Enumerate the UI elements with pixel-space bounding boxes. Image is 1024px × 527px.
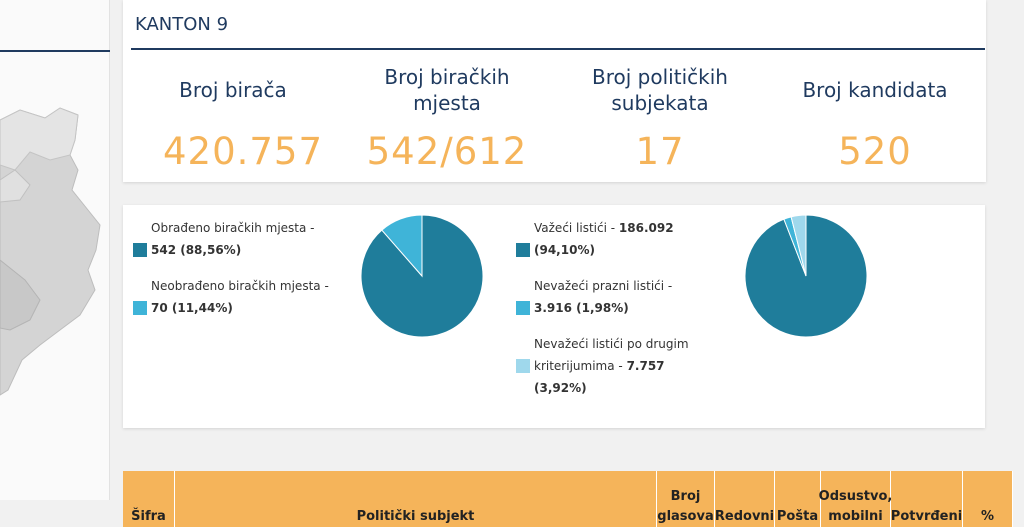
pie1-legend: Obrađeno biračkih mjesta - 542 (88,56%) …	[133, 217, 348, 333]
col-header-code[interactable]: Šifra	[123, 471, 175, 527]
legend-value: 3.916 (1,98%)	[534, 301, 629, 315]
stat-polling-stations: Broj biračkih mjesta 542/612	[359, 62, 535, 173]
stat-candidates-label: Broj kandidata	[802, 78, 948, 102]
legend-value: 542 (88,56%)	[151, 243, 242, 257]
stat-political-subjects: Broj političkih subjekata 17	[583, 62, 737, 173]
pie-chart-ballots[interactable]	[744, 214, 868, 338]
legend-value-percent: (94,10%)	[534, 243, 595, 257]
legend-swatch	[133, 301, 147, 315]
legend-label: Nevažeći listići po drugim	[534, 337, 689, 351]
col-header-confirmed[interactable]: Potvrđeni	[891, 471, 963, 527]
map-panel[interactable]	[0, 0, 110, 500]
legend-value: 186.092	[618, 221, 674, 235]
legend-label: Obrađeno biračkih mjesta -	[151, 221, 315, 235]
pie1-slice-unprocessed[interactable]	[381, 214, 423, 278]
pie2-legend-item-valid: Važeći listići - 186.092 (94,10%)	[516, 217, 726, 273]
legend-swatch	[516, 243, 530, 257]
legend-value: 7.757	[626, 359, 665, 373]
col-header-regular[interactable]: Redovni	[715, 471, 775, 527]
col-header-percent[interactable]: %	[963, 471, 1013, 527]
stat-polling-stations-value: 542/612	[366, 130, 528, 173]
results-table-header: Šifra Politički subjekt Broj glasova Red…	[123, 471, 1013, 527]
col-header-mail[interactable]: Pošta	[775, 471, 821, 527]
stats-card: KANTON 9 Broj birača 420.757 Broj biračk…	[123, 0, 986, 182]
canton-map[interactable]	[0, 60, 110, 400]
pie2-legend-item-blank: Nevažeći prazni listići - 3.916 (1,98%)	[516, 275, 726, 331]
pies-card: Obrađeno biračkih mjesta - 542 (88,56%) …	[123, 205, 985, 428]
col-header-absent-mobile[interactable]: Odsustvo, mobilni	[819, 471, 892, 527]
legend-swatch	[516, 301, 530, 315]
col-header-votes[interactable]: Broj glasova	[657, 471, 715, 527]
legend-value-percent: (3,92%)	[534, 381, 587, 395]
pie2-legend-item-other: Nevažeći listići po drugim kriterijumima…	[516, 333, 726, 413]
legend-label: Nevažeći prazni listići -	[534, 279, 673, 293]
pie2-slice-other[interactable]	[790, 214, 807, 277]
stat-political-subjects-value: 17	[635, 130, 685, 173]
map-header-line	[0, 50, 110, 52]
stat-voters-label: Broj birača	[179, 78, 287, 102]
stat-political-subjects-label: Broj političkih subjekata	[592, 65, 728, 115]
col-header-political-subject[interactable]: Politički subjekt	[175, 471, 657, 527]
stat-voters-value: 420.757	[163, 130, 324, 173]
pie-chart-polling-stations[interactable]	[360, 214, 484, 338]
pie1-legend-item-processed: Obrađeno biračkih mjesta - 542 (88,56%)	[133, 217, 348, 273]
kanton-title-underline	[131, 48, 985, 50]
stat-polling-stations-label: Broj biračkih mjesta	[384, 65, 510, 115]
legend-label-cont: kriterijumima -	[534, 359, 623, 373]
pie1-legend-item-unprocessed: Neobrađeno biračkih mjesta - 70 (11,44%)	[133, 275, 348, 331]
legend-swatch	[133, 243, 147, 257]
legend-swatch	[516, 359, 530, 373]
pie2-legend: Važeći listići - 186.092 (94,10%) Nevaže…	[516, 217, 726, 415]
stat-voters: Broj birača 420.757	[163, 62, 324, 173]
stat-candidates-value: 520	[838, 130, 912, 173]
legend-value: 70 (11,44%)	[151, 301, 233, 315]
stat-candidates: Broj kandidata 520	[795, 62, 955, 173]
legend-label: Važeći listići -	[534, 221, 616, 235]
legend-label: Neobrađeno biračkih mjesta -	[151, 279, 329, 293]
kanton-title: KANTON 9	[135, 14, 229, 35]
